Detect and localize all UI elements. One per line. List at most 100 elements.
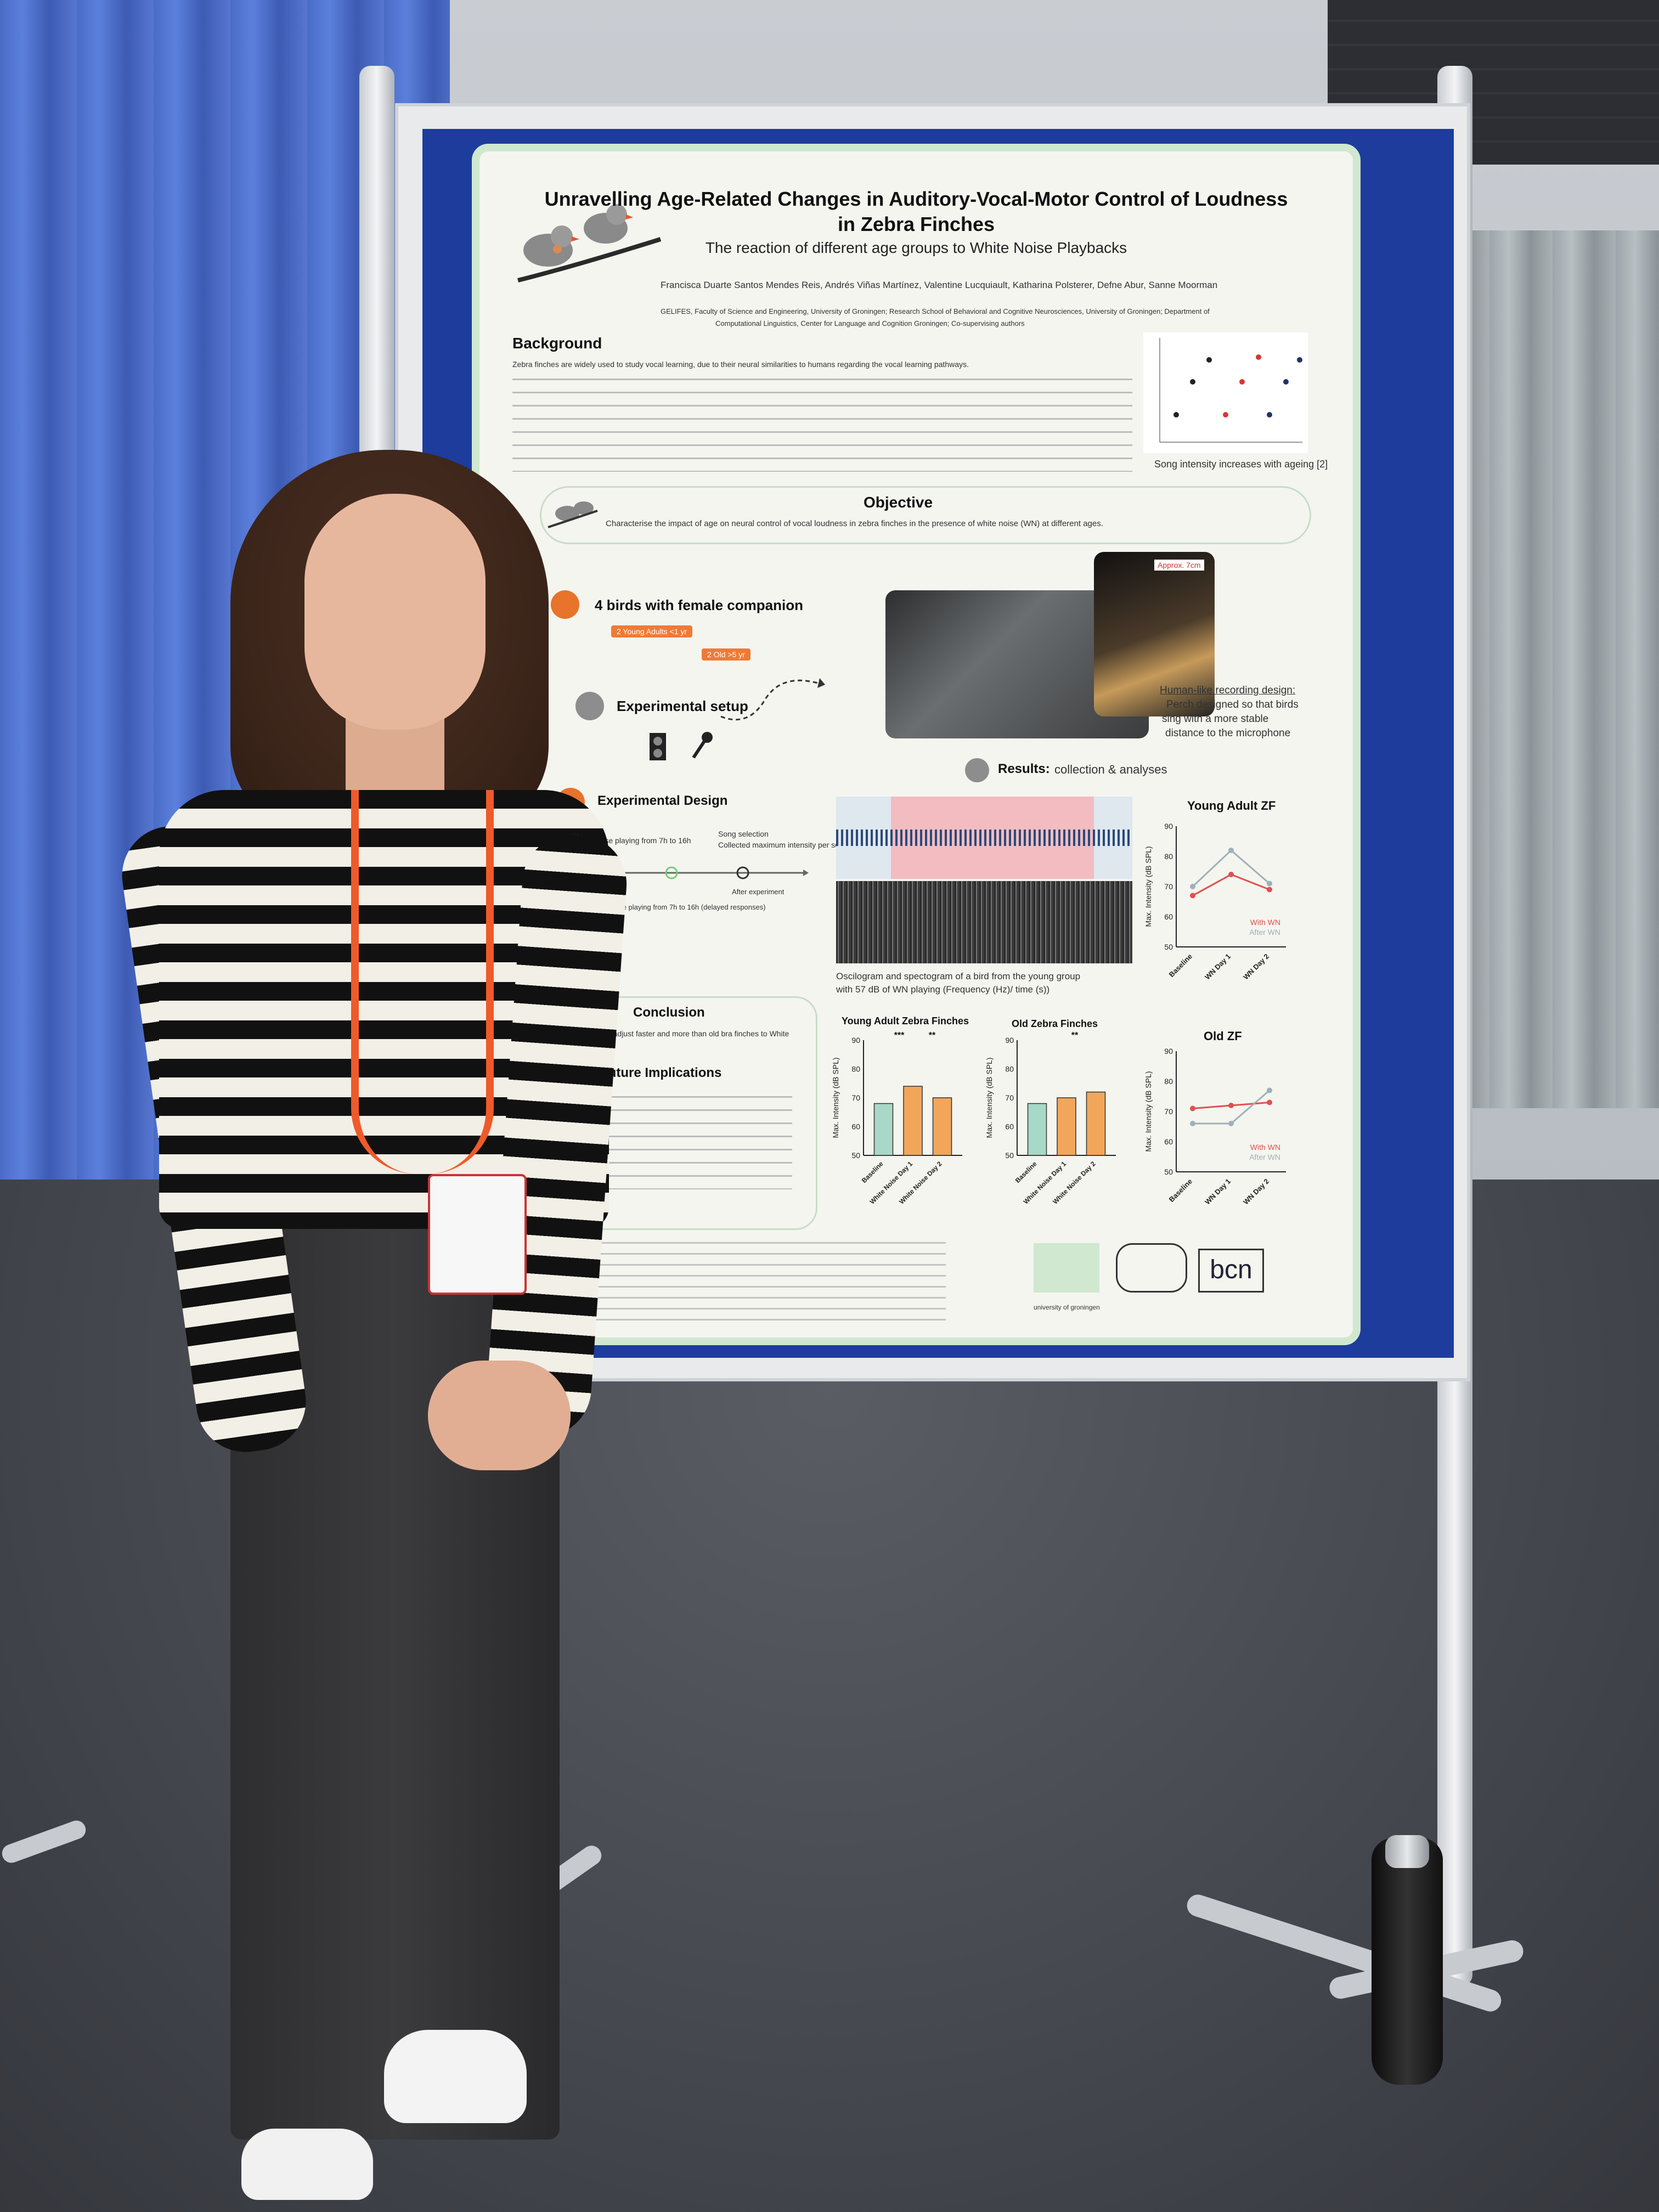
x-tick-label: Baseline: [1167, 952, 1194, 979]
data-point: [1267, 881, 1272, 887]
oscillo-caption-2: with 57 dB of WN playing (Frequency (Hz)…: [836, 984, 1050, 995]
data-point: [1190, 1121, 1195, 1126]
y-tick-label: 80: [851, 1065, 860, 1074]
poster-subtitle: The reaction of different age groups to …: [705, 239, 1127, 256]
y-tick-label: 90: [1164, 822, 1173, 831]
future-heading: Future Implications: [600, 1065, 722, 1080]
x-tick-label: WN Day 2: [1242, 1177, 1271, 1206]
oscillogram: [836, 797, 1132, 879]
poster-authors: Francisca Duarte Santos Mendes Reis, And…: [661, 280, 1218, 290]
y-axis-label: Max. Intensity (dB SPL): [1144, 1071, 1153, 1152]
data-point: [1228, 1103, 1234, 1108]
approx-label: Approx. 7cm: [1154, 560, 1204, 571]
tag-young: 2 Young Adults <1 yr: [611, 625, 693, 637]
bar: [903, 1086, 923, 1156]
x-tick-label: Baseline: [1167, 1177, 1194, 1204]
x-tick-label: Baseline: [860, 1160, 885, 1184]
x-tick-label: WN Day 2: [1242, 952, 1271, 981]
y-tick-label: 80: [1005, 1065, 1014, 1074]
design-wn2: White noise playing from 7h to 16h (dela…: [589, 903, 766, 911]
results-heading-rest: collection & analyses: [1054, 763, 1167, 776]
x-tick-label: Baseline: [1014, 1160, 1039, 1184]
name-badge: [428, 1174, 527, 1295]
significance-marker: **: [929, 1031, 936, 1040]
poster-affiliations-2: Computational Linguistics, Center for La…: [715, 319, 1025, 328]
bar: [873, 1103, 894, 1156]
conclusion-heading: Conclusion: [633, 1005, 705, 1020]
data-point: [1190, 1105, 1195, 1111]
y-tick-label: 70: [1164, 1107, 1173, 1116]
data-point: [1267, 1099, 1272, 1105]
poster-affiliations: GELIFES, Faculty of Science and Engineer…: [661, 307, 1210, 315]
recording-line3: distance to the microphone: [1165, 727, 1291, 739]
significance-marker: **: [1071, 1031, 1079, 1040]
design-collected: Collected maximum intensity per song: [718, 840, 848, 849]
finch-logo-icon: [1034, 1243, 1099, 1293]
data-point: [1267, 887, 1272, 893]
data-point: [1190, 884, 1195, 889]
results-icon: [965, 758, 989, 782]
perch-photo: [1094, 552, 1215, 716]
bar: [1057, 1097, 1076, 1156]
bar: [1027, 1103, 1047, 1156]
y-tick-label: 70: [851, 1093, 860, 1102]
y-axis-label: Max. Intensity (dB SPL): [831, 1057, 840, 1138]
y-tick-label: 50: [1164, 943, 1173, 951]
recording-title: Human-like recording design:: [1160, 685, 1296, 696]
legend-entry: After WN: [1249, 928, 1280, 936]
background-heading: Background: [512, 335, 602, 352]
left-shoe: [241, 2129, 373, 2200]
y-tick-label: 90: [851, 1036, 860, 1045]
bird-icon: [551, 590, 579, 619]
references: [551, 1238, 946, 1325]
water-bottle-cap: [1385, 1835, 1429, 1868]
background-text: Zebra finches are widely used to study v…: [512, 360, 969, 369]
y-tick-label: 50: [1164, 1167, 1173, 1176]
y-tick-label: 90: [1005, 1036, 1014, 1045]
y-tick-label: 80: [1164, 1077, 1173, 1086]
lanyard: [351, 790, 494, 1174]
right-shoe: [384, 2030, 527, 2123]
y-tick-label: 60: [1005, 1122, 1014, 1131]
ug-logo: university of groningen: [1034, 1304, 1100, 1311]
person-face: [304, 494, 486, 730]
y-axis-label: Max. Intensity (dB SPL): [1144, 846, 1153, 927]
oscillo-caption: Oscilogram and spectogram of a bird from…: [836, 971, 1081, 981]
old-bar-chart: 50 60 70 80 90 Max. Intensity (dB SPL) Baselin…: [985, 1031, 1116, 1206]
ageing-intensity-chart: [1143, 332, 1308, 453]
x-tick-label: WN Day 1: [1203, 1177, 1232, 1206]
legend-entry: With WN: [1250, 1143, 1280, 1152]
speech-logo-icon: [1116, 1243, 1187, 1293]
y-tick-label: 70: [1005, 1093, 1014, 1102]
data-point: [1190, 893, 1195, 899]
objective-text: Characterise the impact of age on neural…: [606, 519, 1103, 528]
legend-entry: After WN: [1249, 1153, 1280, 1161]
old-bars-title: Old Zebra Finches: [1012, 1018, 1098, 1029]
objective-box: [540, 486, 1311, 544]
design-after: After experiment: [732, 888, 785, 896]
setup-icon: [575, 692, 604, 720]
poster-title-line2: in Zebra Finches: [837, 213, 995, 235]
design-song: Song selection: [718, 830, 769, 838]
spectrogram: [836, 881, 1132, 963]
recording-line2: sing with a more stable: [1162, 713, 1269, 725]
significance-marker: ***: [894, 1031, 905, 1040]
y-tick-label: 60: [1164, 1137, 1173, 1146]
young-zf-title: Young Adult ZF: [1187, 799, 1276, 812]
legend-entry: With WN: [1250, 918, 1280, 927]
finch-illustration-icon: [517, 204, 662, 283]
birds-heading: 4 birds with female companion: [595, 597, 803, 613]
ageing-chart-caption: Song intensity increases with ageing [2]: [1154, 459, 1328, 470]
water-bottle: [1372, 1838, 1443, 2085]
series-line-1: [1192, 849, 1270, 888]
series-line-0: [1192, 873, 1270, 896]
y-tick-label: 70: [1164, 882, 1173, 891]
young-bars-title: Young Adult Zebra Finches: [842, 1015, 969, 1026]
bar: [1086, 1091, 1106, 1156]
finch-small-icon: [548, 501, 598, 528]
design-heading: Experimental Design: [597, 793, 728, 808]
old-zf-title: Old ZF: [1204, 1029, 1242, 1043]
bcn-logo: bcn: [1198, 1249, 1264, 1293]
young-zf-line-chart: 50 60 70 80 90 Max. Intensity (dB SPL) Baselin…: [1144, 822, 1286, 981]
poster: Unravelling Age-Related Changes in Audit…: [472, 144, 1361, 1345]
